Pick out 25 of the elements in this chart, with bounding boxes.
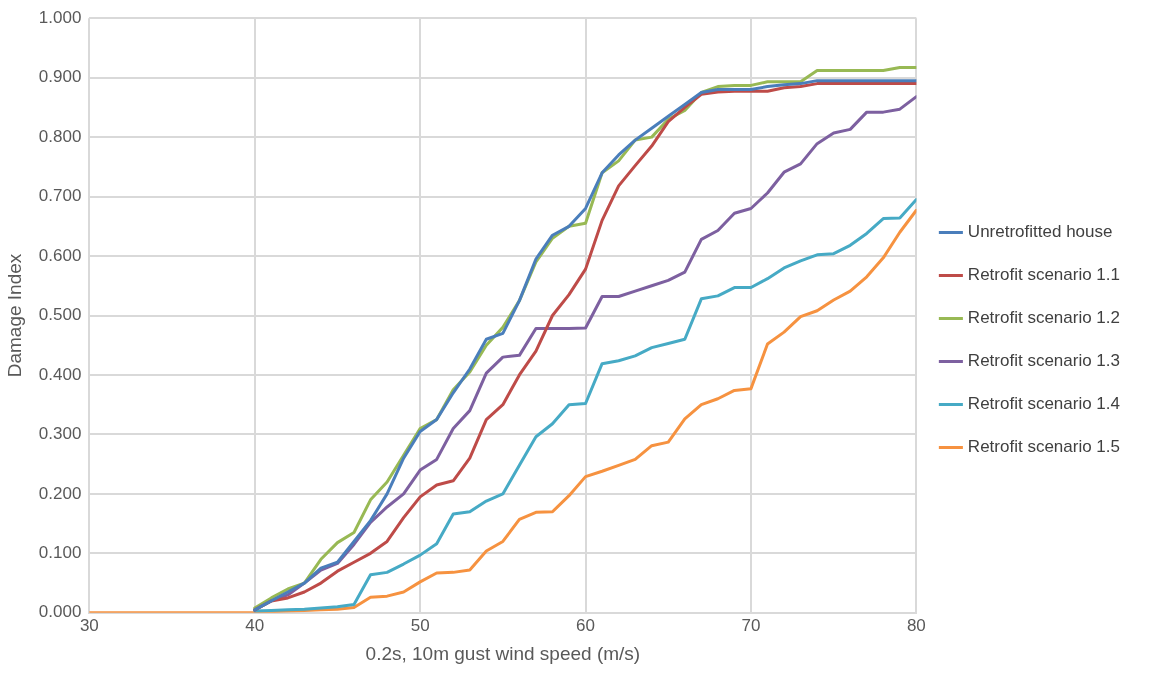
- x-tick-label: 30: [79, 615, 99, 635]
- y-tick-label: 0.900: [38, 67, 82, 87]
- y-tick-label: 1.000: [38, 7, 82, 27]
- x-tick-label: 50: [410, 615, 430, 635]
- y-tick-label: 0.000: [38, 602, 82, 622]
- x-axis-title: 0.2s, 10m gust wind speed (m/s): [365, 642, 641, 664]
- x-tick-label: 60: [576, 615, 596, 635]
- legend-label: Unretrofitted house: [967, 222, 1113, 242]
- y-tick-label: 0.300: [38, 424, 82, 444]
- x-tick-label: 80: [906, 615, 926, 635]
- x-tick-label: 40: [245, 615, 265, 635]
- y-tick-label: 0.500: [38, 305, 82, 325]
- y-tick-label: 0.800: [38, 126, 82, 146]
- legend-label: Retrofit scenario 1.2: [967, 308, 1121, 328]
- y-tick-label: 0.400: [38, 364, 82, 384]
- legend-label: Retrofit scenario 1.5: [967, 437, 1121, 457]
- x-tick-label: 70: [741, 615, 761, 635]
- y-tick-label: 0.600: [38, 245, 82, 265]
- y-tick-label: 0.200: [38, 483, 82, 503]
- legend-label: Retrofit scenario 1.4: [967, 394, 1121, 414]
- y-axis-title: Damage Index: [3, 253, 25, 378]
- legend-label: Retrofit scenario 1.1: [967, 265, 1121, 285]
- y-tick-label: 0.700: [38, 186, 82, 206]
- y-tick-label: 0.100: [38, 543, 82, 563]
- legend-label: Retrofit scenario 1.3: [967, 351, 1121, 371]
